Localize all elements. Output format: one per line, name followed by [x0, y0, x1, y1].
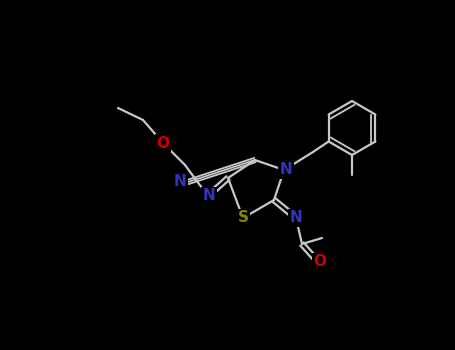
Text: N: N — [202, 189, 215, 203]
Text: S: S — [238, 210, 248, 225]
Text: N: N — [174, 175, 187, 189]
Text: O: O — [157, 135, 170, 150]
Text: N: N — [280, 162, 293, 177]
Text: O: O — [313, 254, 327, 270]
Text: N: N — [290, 210, 303, 225]
